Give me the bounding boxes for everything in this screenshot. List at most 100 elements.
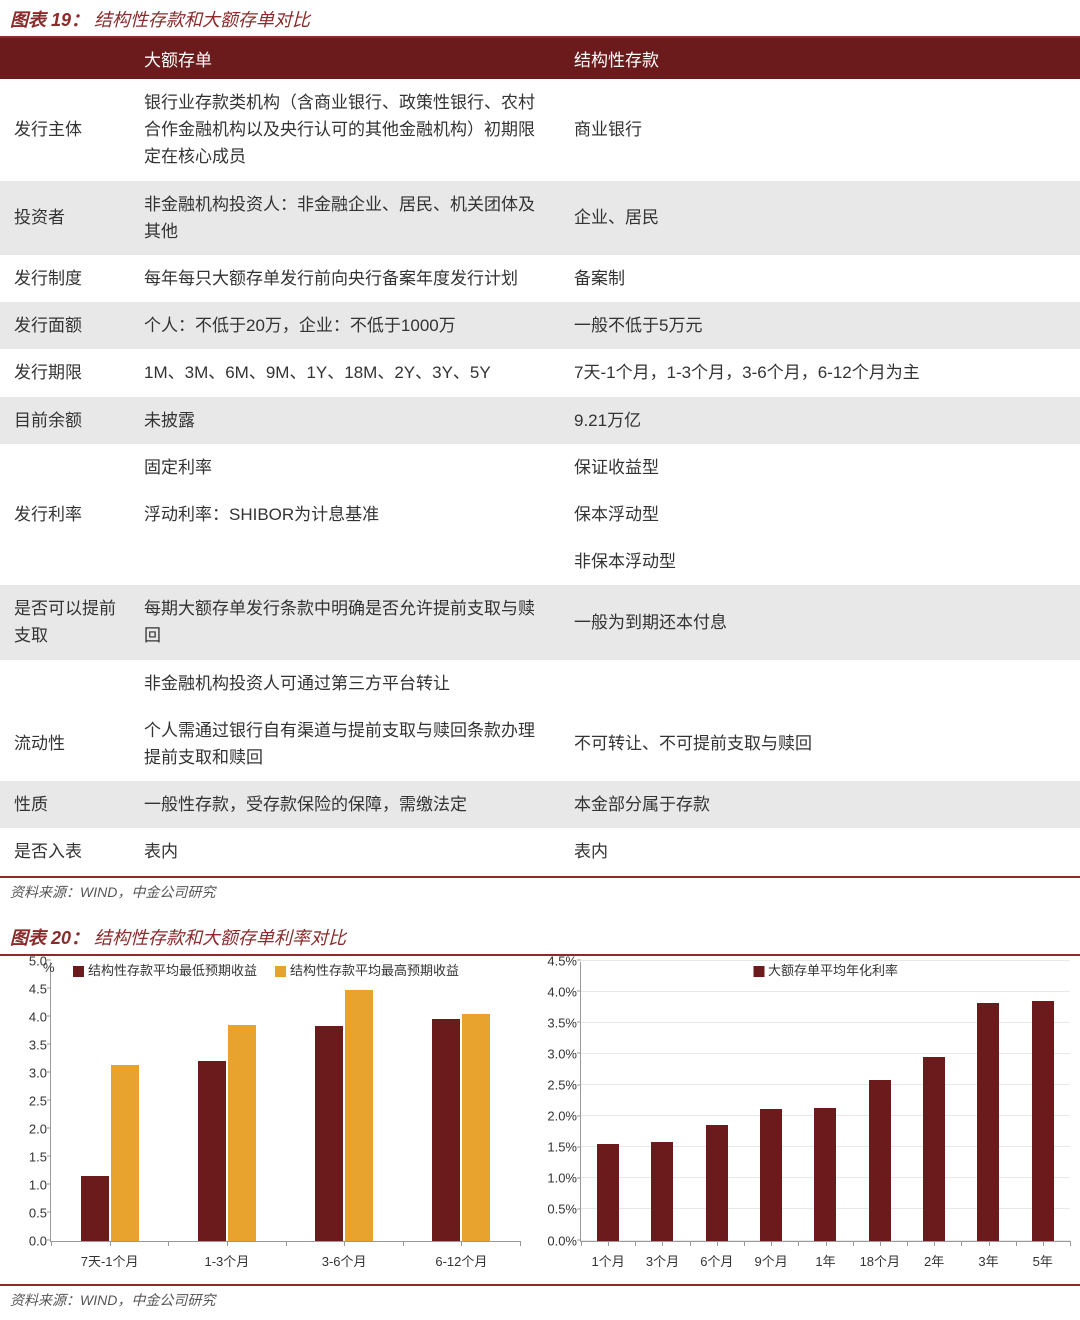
th-col2: 结构性存款 xyxy=(560,38,1080,79)
x-tick xyxy=(690,1241,691,1246)
row-col1: 每年每只大额存单发行前向央行备案年度发行计划 xyxy=(130,255,560,302)
y-tick: 3.0 xyxy=(11,1065,47,1080)
bar xyxy=(432,1019,460,1240)
x-label: 9个月 xyxy=(744,1251,798,1270)
table-row: 非保本浮动型 xyxy=(0,538,1080,585)
row-col2: 商业银行 xyxy=(560,79,1080,181)
row-label: 发行利率 xyxy=(0,491,130,538)
fig20-source: 资料来源：WIND，中金公司研究 xyxy=(0,1284,1080,1320)
x-label: 1年 xyxy=(798,1251,852,1270)
row-col1: 表内 xyxy=(130,828,560,875)
x-label: 1个月 xyxy=(581,1251,635,1270)
x-tick xyxy=(1016,1241,1017,1246)
row-col1: 未披露 xyxy=(130,397,560,444)
y-tick: 2.0 xyxy=(11,1121,47,1136)
x-label: 3年 xyxy=(961,1251,1015,1270)
row-col2: 一般为到期还本付息 xyxy=(560,585,1080,659)
x-tick xyxy=(461,1241,462,1246)
bar-group xyxy=(907,1057,961,1241)
right-plot xyxy=(581,962,1070,1241)
y-tick: 4.5% xyxy=(541,953,577,968)
x-label: 1-3个月 xyxy=(168,1251,285,1270)
row-col2: 备案制 xyxy=(560,255,1080,302)
y-tick: 0.0% xyxy=(541,1233,577,1248)
bar xyxy=(923,1057,945,1241)
y-tick: 5.0 xyxy=(11,953,47,968)
row-label: 是否入表 xyxy=(0,828,130,875)
bar xyxy=(977,1003,999,1241)
y-tick: 3.5 xyxy=(11,1037,47,1052)
bar-group xyxy=(853,1080,907,1241)
row-col2: 保证收益型 xyxy=(560,444,1080,491)
row-label: 发行主体 xyxy=(0,79,130,181)
table-row: 投资者非金融机构投资人：非金融企业、居民、机关团体及其他企业、居民 xyxy=(0,181,1080,255)
fig20-title-prefix: 图表 20： xyxy=(10,928,89,948)
x-tick xyxy=(744,1241,745,1246)
table-row: 发行主体银行业存款类机构（含商业银行、政策性银行、农村合作金融机构以及央行认可的… xyxy=(0,79,1080,181)
bar-group xyxy=(744,1109,798,1241)
x-label: 3-6个月 xyxy=(286,1251,403,1270)
y-tick: 1.5% xyxy=(541,1140,577,1155)
x-tick xyxy=(520,1241,521,1246)
bar-group xyxy=(1016,1001,1070,1241)
row-col1: 固定利率 xyxy=(130,444,560,491)
bar xyxy=(1032,1001,1054,1241)
x-label: 3个月 xyxy=(635,1251,689,1270)
y-tick: 1.5 xyxy=(11,1149,47,1164)
x-tick xyxy=(662,1241,663,1246)
row-label: 发行面额 xyxy=(0,302,130,349)
y-tick: 2.5 xyxy=(11,1093,47,1108)
table-row: 目前余额未披露9.21万亿 xyxy=(0,397,1080,444)
table-row: 发行面额个人：不低于20万，企业：不低于1000万一般不低于5万元 xyxy=(0,302,1080,349)
x-tick xyxy=(717,1241,718,1246)
row-col1: 个人需通过银行自有渠道与提前支取与赎回条款办理提前支取和赎回 xyxy=(130,707,560,781)
fig19-title-text: 结构性存款和大额存单对比 xyxy=(94,10,310,30)
y-tick: 1.0 xyxy=(11,1177,47,1192)
bar xyxy=(315,1026,343,1240)
x-tick xyxy=(403,1241,404,1246)
row-col1: 每期大额存单发行条款中明确是否允许提前支取与赎回 xyxy=(130,585,560,659)
right-xlabels: 1个月3个月6个月9个月1年18个月2年3年5年 xyxy=(581,1241,1070,1270)
th-empty xyxy=(0,38,130,79)
row-label: 目前余额 xyxy=(0,397,130,444)
row-label: 性质 xyxy=(0,781,130,828)
x-tick xyxy=(880,1241,881,1246)
bar xyxy=(814,1108,836,1241)
row-label: 是否可以提前支取 xyxy=(0,585,130,659)
x-tick xyxy=(798,1241,799,1246)
bar-group xyxy=(798,1108,852,1241)
row-label: 投资者 xyxy=(0,181,130,255)
row-col2: 非保本浮动型 xyxy=(560,538,1080,585)
y-tick: 2.0% xyxy=(541,1109,577,1124)
bar xyxy=(462,1014,490,1241)
x-label: 18个月 xyxy=(853,1251,907,1270)
bar xyxy=(760,1109,782,1241)
x-tick xyxy=(907,1241,908,1246)
table-row: 是否入表表内表内 xyxy=(0,828,1080,875)
fig19-title: 图表 19： 结构性存款和大额存单对比 xyxy=(0,0,1080,38)
fig20-title: 图表 20： 结构性存款和大额存单利率对比 xyxy=(0,918,1080,956)
row-col1: 浮动利率：SHIBOR为计息基准 xyxy=(130,491,560,538)
row-col2: 7天-1个月，1-3个月，3-6个月，6-12个月为主 xyxy=(560,349,1080,396)
y-tick: 1.0% xyxy=(541,1171,577,1186)
y-tick: 3.0% xyxy=(541,1046,577,1061)
x-tick xyxy=(853,1241,854,1246)
table-row: 非金融机构投资人可通过第三方平台转让 xyxy=(0,660,1080,707)
row-col2: 表内 xyxy=(560,828,1080,875)
x-tick xyxy=(51,1241,52,1246)
x-tick xyxy=(961,1241,962,1246)
table-row: 性质一般性存款，受存款保险的保障，需缴法定本金部分属于存款 xyxy=(0,781,1080,828)
bar xyxy=(869,1080,891,1241)
th-col1: 大额存单 xyxy=(130,38,560,79)
row-label xyxy=(0,660,130,707)
x-label: 7天-1个月 xyxy=(51,1251,168,1270)
x-tick xyxy=(989,1241,990,1246)
x-label: 2年 xyxy=(907,1251,961,1270)
y-tick: 0.0 xyxy=(11,1233,47,1248)
x-tick xyxy=(608,1241,609,1246)
bar xyxy=(651,1142,673,1240)
row-label xyxy=(0,444,130,491)
y-tick: 3.5% xyxy=(541,1015,577,1030)
y-tick: 4.5 xyxy=(11,981,47,996)
x-label: 6个月 xyxy=(690,1251,744,1270)
